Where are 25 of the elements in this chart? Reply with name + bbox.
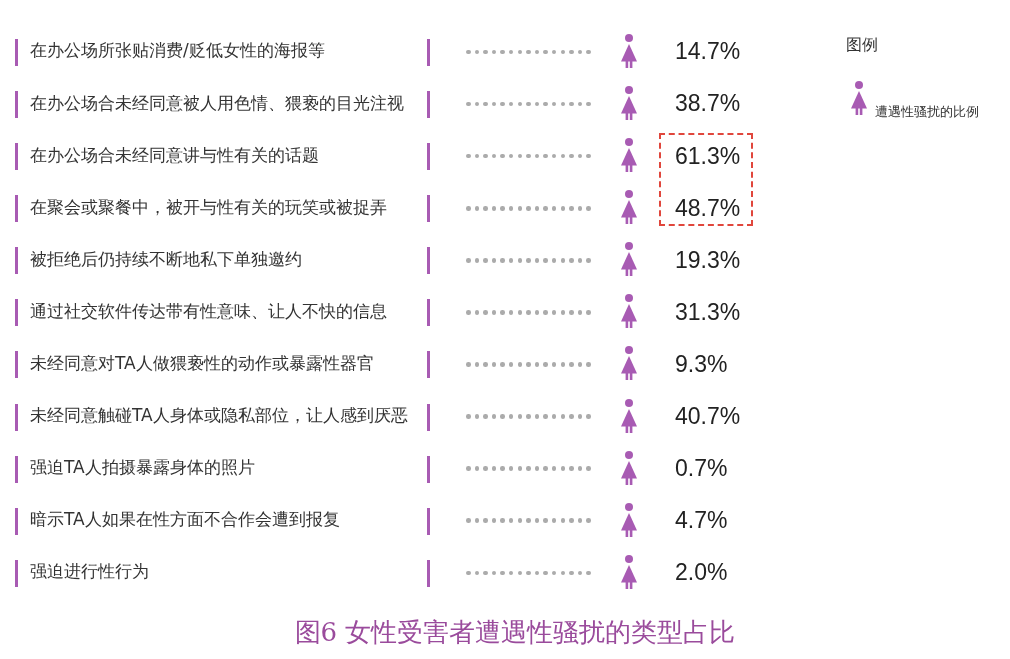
category-label: 被拒绝后仍持续不断地私下单独邀约 xyxy=(30,248,302,269)
category-label: 强迫进行性行为 xyxy=(30,561,149,582)
category-label: 在办公场所张贴消费/贬低女性的海报等 xyxy=(30,40,325,61)
category-label: 强迫TA人拍摄暴露身体的照片 xyxy=(30,457,255,478)
data-label: 38.7% xyxy=(675,90,741,117)
category-label: 在聚会或聚餐中，被开与性有关的玩笑或被捉弄 xyxy=(30,196,387,217)
data-label: 31.3% xyxy=(675,298,741,325)
category-label: 通过社交软件传达带有性意味、让人不快的信息 xyxy=(30,300,387,321)
legend-label: 遭遇性骚扰的比例 xyxy=(875,104,979,120)
data-label: 4.7% xyxy=(675,507,728,534)
data-label: 9.3% xyxy=(675,350,728,377)
data-label: 61.3% xyxy=(675,142,741,169)
data-label: 19.3% xyxy=(675,246,741,273)
legend-title: 图例 xyxy=(846,35,878,55)
category-label: 在办公场合未经同意被人用色情、猥亵的目光注视 xyxy=(30,92,404,113)
data-label: 2.0% xyxy=(675,559,728,586)
data-label: 48.7% xyxy=(675,194,741,221)
category-label: 未经同意触碰TA人身体或隐私部位，让人感到厌恶 xyxy=(30,404,408,425)
data-label: 40.7% xyxy=(675,402,741,429)
text: 图6 女性受害者遭遇性骚扰的类型占比 xyxy=(294,617,736,648)
category-label: 在办公场合未经同意讲与性有关的话题 xyxy=(30,144,319,165)
data-label: 0.7% xyxy=(675,454,728,481)
category-label: 暗示TA人如果在性方面不合作会遭到报复 xyxy=(30,509,340,530)
data-label: 14.7% xyxy=(675,38,741,65)
category-label: 未经同意对TA人做猥亵性的动作或暴露性器官 xyxy=(30,352,374,373)
